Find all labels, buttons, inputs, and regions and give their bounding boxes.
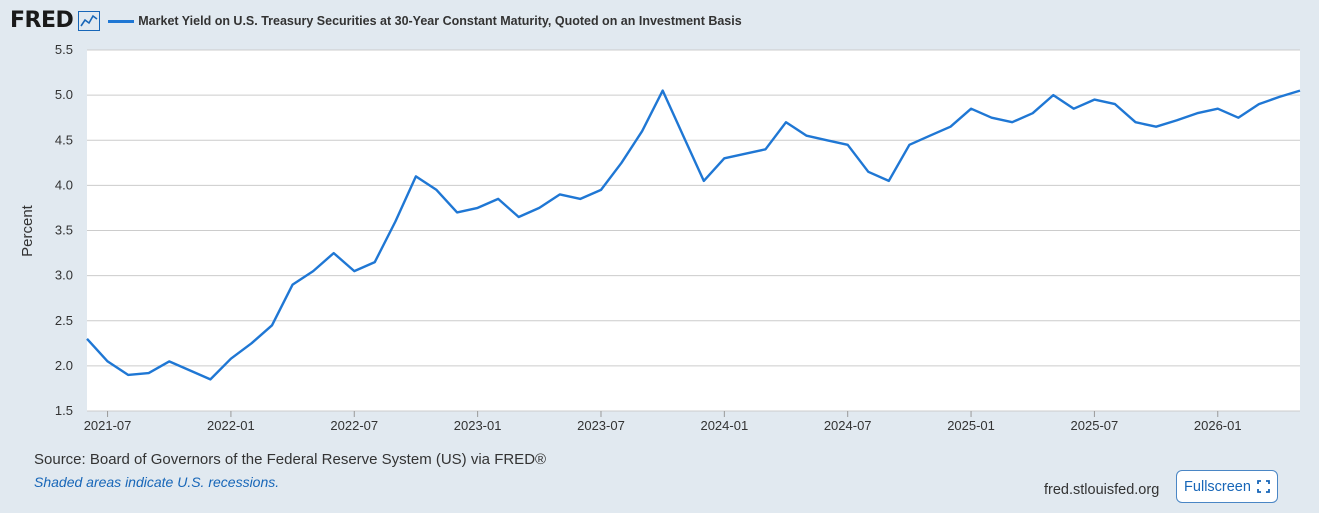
x-axis-ticks: 2021-07 2022-01 2022-07 2023-01 2023-07 2024-… [84, 411, 1242, 433]
x-tick-label: 2023-07 [577, 418, 625, 433]
y-tick-label: 5.5 [55, 42, 73, 57]
y-tick-label: 4.0 [55, 177, 73, 192]
y-axis-label: Percent [19, 204, 36, 257]
y-tick-label: 1.5 [55, 403, 73, 418]
x-tick-label: 2024-07 [824, 418, 872, 433]
x-tick-label: 2026-01 [1194, 418, 1242, 433]
x-tick-label: 2024-01 [700, 418, 748, 433]
graph-icon [78, 11, 101, 31]
x-tick-label: 2025-01 [947, 418, 995, 433]
fred-logo[interactable]: FRED [10, 8, 74, 33]
fullscreen-button[interactable]: Fullscreen [1176, 470, 1278, 503]
y-tick-label: 4.5 [55, 132, 73, 147]
x-tick-label: 2025-07 [1071, 418, 1119, 433]
line-chart: 1.5 2.0 2.5 3.0 3.5 4.0 4.5 5.0 5.5 2021-07 2022-… [19, 42, 1301, 433]
chart-header: FRED Market Yield on U.S. Treasury Secur… [10, 8, 742, 34]
y-tick-label: 2.5 [55, 313, 73, 328]
legend-swatch [108, 19, 135, 23]
y-tick-label: 2.0 [55, 358, 73, 373]
source-note: Source: Board of Governors of the Federa… [34, 451, 547, 468]
x-tick-label: 2021-07 [84, 418, 132, 433]
series-line [86, 89, 1301, 381]
y-tick-label: 3.5 [55, 223, 73, 238]
gridlines [87, 49, 1300, 412]
fullscreen-label: Fullscreen [1184, 478, 1251, 495]
y-tick-label: 5.0 [55, 87, 73, 102]
site-link[interactable]: fred.stlouisfed.org [1044, 482, 1160, 498]
x-tick-label: 2023-01 [454, 418, 502, 433]
y-axis-ticks: 1.5 2.0 2.5 3.0 3.5 4.0 4.5 5.0 5.5 [55, 42, 73, 418]
recession-note[interactable]: Shaded areas indicate U.S. recessions. [34, 474, 280, 490]
series-title: Market Yield on U.S. Treasury Securities… [138, 14, 742, 28]
expand-icon [1257, 480, 1270, 493]
x-tick-label: 2022-01 [207, 418, 255, 433]
y-tick-label: 3.0 [55, 268, 73, 283]
x-tick-label: 2022-07 [330, 418, 378, 433]
